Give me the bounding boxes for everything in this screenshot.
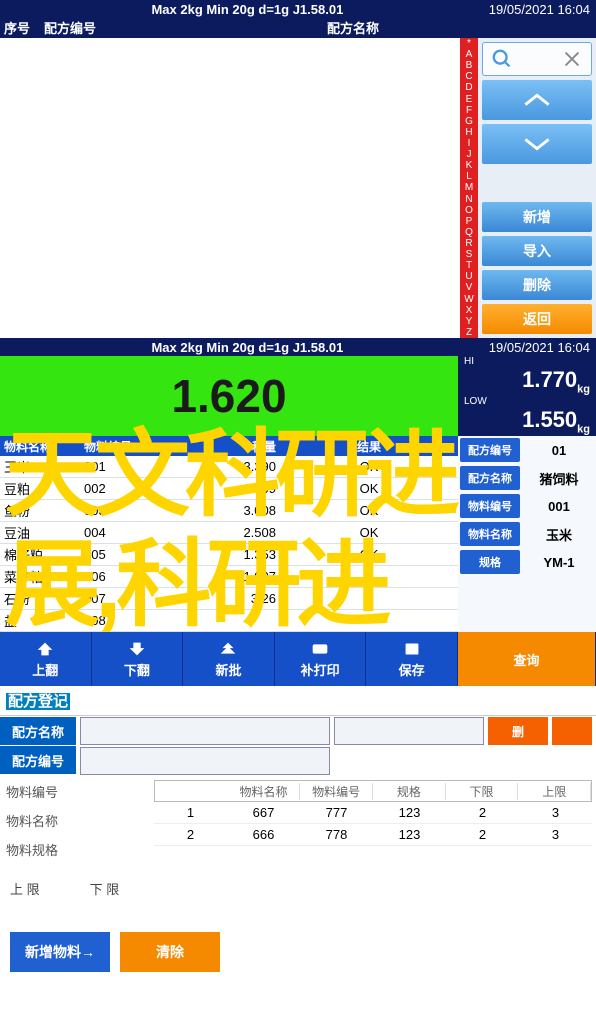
col-code: 配方编号: [44, 18, 114, 38]
page-up-button[interactable]: 上翻: [0, 632, 92, 686]
header-info: Max 2kg Min 20g d=1g J1.58.01: [6, 2, 489, 17]
delete-button[interactable]: 删除: [482, 270, 592, 300]
table-row[interactable]: 玉米00163.390OK: [0, 456, 458, 478]
alpha-J[interactable]: J: [460, 149, 478, 160]
alpha-R[interactable]: R: [460, 238, 478, 249]
clear-button[interactable]: 清除: [120, 932, 220, 972]
import-button[interactable]: 导入: [482, 236, 592, 266]
recipe-code-input[interactable]: [80, 747, 330, 775]
header-bar-2: Max 2kg Min 20g d=1g J1.58.01 19/05/2021…: [0, 338, 596, 356]
table-row[interactable]: 266677812323: [154, 824, 592, 846]
table-row[interactable]: 菜籽粕0061.007: [0, 566, 458, 588]
aux-input-1[interactable]: [334, 717, 484, 745]
detail-panel: 配方编号01配方名称猪饲料物料编号001物料名称玉米规格YM-1: [458, 436, 596, 632]
new-batch-button[interactable]: 新批: [183, 632, 275, 686]
screen-weighing: Max 2kg Min 20g d=1g J1.58.01 19/05/2021…: [0, 338, 596, 668]
material-edit-table: 物料名称物料编号规格下限上限 166777712323266677812323: [150, 776, 596, 875]
alpha-I[interactable]: I: [460, 138, 478, 149]
footer-toolbar: 上翻 下翻 新批 补打印 保存 查询: [0, 632, 596, 686]
alpha-N[interactable]: N: [460, 194, 478, 205]
label-recipe-name: 配方名称: [0, 717, 76, 745]
alpha-H[interactable]: H: [460, 127, 478, 138]
recipe-list-area[interactable]: [0, 38, 460, 338]
alpha-Z[interactable]: Z: [460, 327, 478, 338]
label-recipe-code: 配方编号: [0, 746, 76, 774]
col-seq: 序号: [4, 18, 44, 38]
screen-recipe-register: Max 2kg Min 20g d=1g J1.58.01 19/05/2021…: [0, 668, 596, 1018]
material-table: 物料名称 物料编号 称量 结果 玉米00163.390OK豆粕0021.009O…: [0, 436, 458, 632]
alpha-V[interactable]: V: [460, 282, 478, 293]
section-title: 配方登记: [0, 686, 596, 716]
alpha-W[interactable]: W: [460, 294, 478, 305]
detail-row: 规格YM-1: [458, 548, 596, 576]
del-button-1[interactable]: 删: [488, 717, 548, 745]
search-box[interactable]: [482, 42, 592, 76]
alpha-B[interactable]: B: [460, 60, 478, 71]
query-button[interactable]: 查询: [458, 632, 596, 686]
table-row[interactable]: 石粉0073.26: [0, 588, 458, 610]
table-row[interactable]: 盐008: [0, 610, 458, 632]
alpha-C[interactable]: C: [460, 71, 478, 82]
header-bar: Max 2kg Min 20g d=1g J1.58.01 19/05/2021…: [0, 0, 596, 18]
table-row[interactable]: 鱼粉0033.008OK: [0, 500, 458, 522]
header-datetime: 19/05/2021 16:04: [489, 2, 590, 17]
alpha-S[interactable]: S: [460, 249, 478, 260]
alpha-D[interactable]: D: [460, 82, 478, 93]
hi-label: HI: [464, 356, 590, 367]
clear-icon[interactable]: [561, 48, 583, 70]
screen-recipe-list: Max 2kg Min 20g d=1g J1.58.01 19/05/2021…: [0, 0, 596, 338]
scroll-up-button[interactable]: [482, 80, 592, 120]
alpha-T[interactable]: T: [460, 260, 478, 271]
limit-labels: 上 限下 限: [0, 875, 596, 902]
alpha-L[interactable]: L: [460, 171, 478, 182]
back-button[interactable]: 返回: [482, 304, 592, 334]
list-header: 序号 配方编号 配方名称: [0, 18, 596, 38]
new-button[interactable]: 新增: [482, 202, 592, 232]
alpha-index[interactable]: *ABCDEFGHIJKLMNOPQRSTUVWXYZ: [460, 38, 478, 338]
weight-limits: HI 1.770kg LOW 1.550kg: [458, 356, 596, 436]
alpha-Q[interactable]: Q: [460, 227, 478, 238]
save-button[interactable]: 保存: [366, 632, 458, 686]
alpha-P[interactable]: P: [460, 216, 478, 227]
alpha-*[interactable]: *: [460, 38, 478, 49]
field-labels: 物料编号物料名称物料规格: [0, 776, 150, 875]
add-material-button[interactable]: 新增物料→: [10, 932, 110, 972]
page-down-button[interactable]: 下翻: [92, 632, 184, 686]
scroll-down-button[interactable]: [482, 124, 592, 164]
detail-row: 配方编号01: [458, 436, 596, 464]
search-icon: [491, 48, 513, 70]
del-button-2[interactable]: [552, 717, 592, 745]
alpha-O[interactable]: O: [460, 205, 478, 216]
recipe-name-input[interactable]: [80, 717, 330, 745]
table-row[interactable]: 166777712323: [154, 802, 592, 824]
alpha-G[interactable]: G: [460, 116, 478, 127]
col-name: 配方名称: [114, 18, 592, 38]
alpha-A[interactable]: A: [460, 49, 478, 60]
detail-row: 物料编号001: [458, 492, 596, 520]
weight-display: 1.620: [0, 356, 458, 436]
alpha-F[interactable]: F: [460, 105, 478, 116]
reprint-button[interactable]: 补打印: [275, 632, 367, 686]
alpha-Y[interactable]: Y: [460, 316, 478, 327]
table-row[interactable]: 棉籽粕0051.353OK: [0, 544, 458, 566]
alpha-K[interactable]: K: [460, 160, 478, 171]
detail-row: 配方名称猪饲料: [458, 464, 596, 492]
alpha-E[interactable]: E: [460, 94, 478, 105]
table-row[interactable]: 豆油0042.508OK: [0, 522, 458, 544]
alpha-M[interactable]: M: [460, 182, 478, 193]
table-row[interactable]: 豆粕0021.009OK: [0, 478, 458, 500]
alpha-U[interactable]: U: [460, 271, 478, 282]
alpha-X[interactable]: X: [460, 305, 478, 316]
detail-row: 物料名称玉米: [458, 520, 596, 548]
low-label: LOW: [464, 396, 590, 407]
